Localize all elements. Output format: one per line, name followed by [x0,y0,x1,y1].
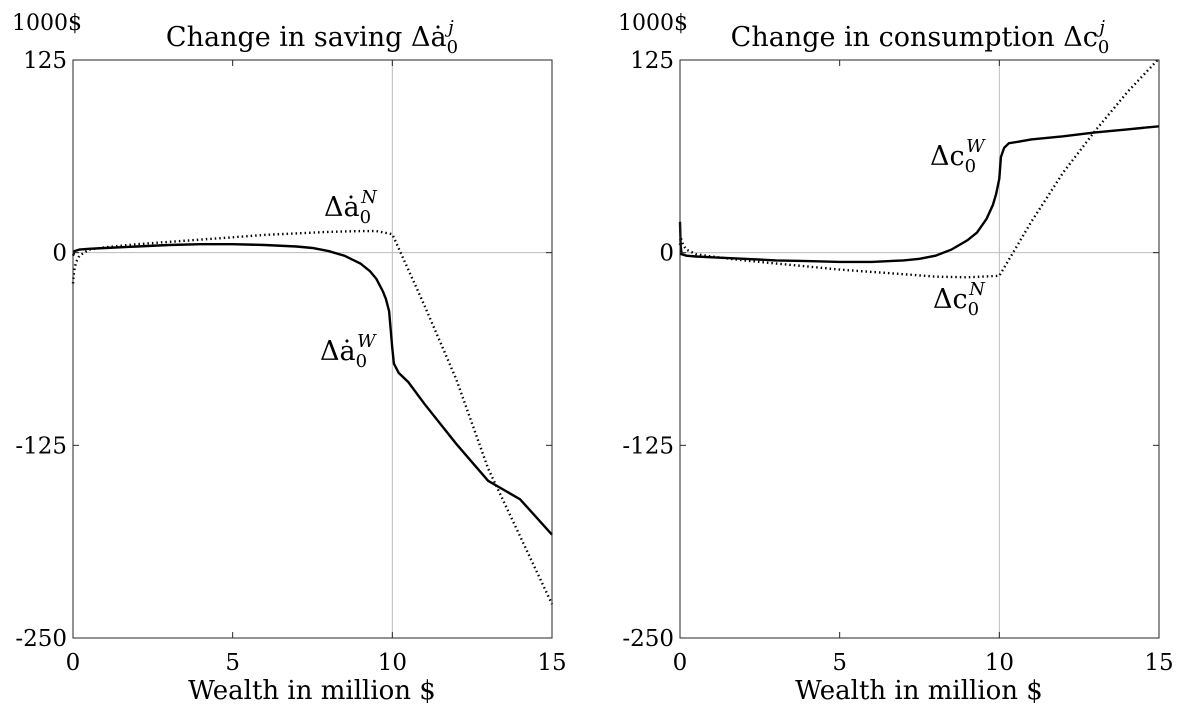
y-tick-label: 125 [23,48,67,74]
chart-title-sup: j [444,17,454,38]
label-sup: W [357,331,377,352]
x-tick-label: 0 [66,650,81,676]
y-tick-label: 125 [630,48,674,74]
axes-box [72,59,553,639]
y-tick-labels: 125 0 -125 -250 [15,48,67,652]
saving-chart-panel: 1000$ Change in saving Δȧ0j 1250-125-250… [12,11,567,704]
series-layer [71,229,554,605]
label-sup: N [968,279,986,300]
axis-ticks [679,59,1160,639]
label-sup: W [966,136,986,157]
consumption-chart-panel: 1000$ Change in consumption Δc0j 1250-12… [618,11,1174,704]
chart-title-text: Change in consumption Δc [731,22,1098,53]
series-line-W [71,242,553,536]
x-tick-labels: 0 5 10 15 [66,650,567,676]
series-line-W [678,125,1160,264]
label-sup: N [360,187,378,208]
axis-ticks [72,59,553,639]
series-line-N [678,57,1160,279]
label-sub: 0 [965,156,976,177]
y-tick-label: 0 [659,241,674,267]
series-layer [678,57,1160,279]
y-tick-label: -125 [622,433,674,459]
series-label-saving-N: Δȧ0N [324,187,378,228]
x-tick-label: 5 [832,650,847,676]
label-text: Δc [933,284,968,315]
reference-lines [73,60,552,638]
chart-title-sub: 0 [447,37,458,58]
x-tick-label: 5 [225,650,240,676]
axes-box [679,59,1160,639]
x-tick-label: 10 [378,650,407,676]
x-axis-label: Wealth in million $ [795,676,1043,704]
y-unit-label: 1000$ [12,11,82,36]
y-tick-label: -125 [15,433,67,459]
chart-title-text: Change in saving Δȧ [166,22,447,53]
y-tick-label: -250 [622,626,674,652]
x-tick-label: 15 [1144,650,1173,676]
y-tick-label: 0 [52,241,67,267]
x-tick-label: 15 [537,650,566,676]
label-text: Δȧ [320,336,356,367]
series-label-consumption-N: Δc0N [933,279,986,320]
label-sub: 0 [356,351,367,372]
x-tick-label: 0 [673,650,688,676]
y-tick-labels: 125 0 -125 -250 [622,48,674,652]
series-line-N [71,229,554,605]
label-sub: 0 [968,299,979,320]
series-label-consumption-W: Δc0W [930,136,986,177]
series-label-saving-W: Δȧ0W [320,331,377,372]
x-axis-label: Wealth in million $ [188,676,436,704]
label-text: Δȧ [324,192,360,223]
chart-title: Change in consumption Δc0j [731,17,1110,58]
x-tick-labels: 0 5 10 15 [673,650,1174,676]
label-sub: 0 [360,207,371,228]
y-tick-label: -250 [15,626,67,652]
x-tick-label: 10 [985,650,1014,676]
label-text: Δc [930,141,965,172]
chart-title: Change in saving Δȧ0j [166,17,458,58]
reference-lines [680,60,1159,638]
chart-title-sub: 0 [1098,37,1109,58]
y-unit-label: 1000$ [618,11,688,36]
chart-title-sup: j [1095,17,1105,38]
